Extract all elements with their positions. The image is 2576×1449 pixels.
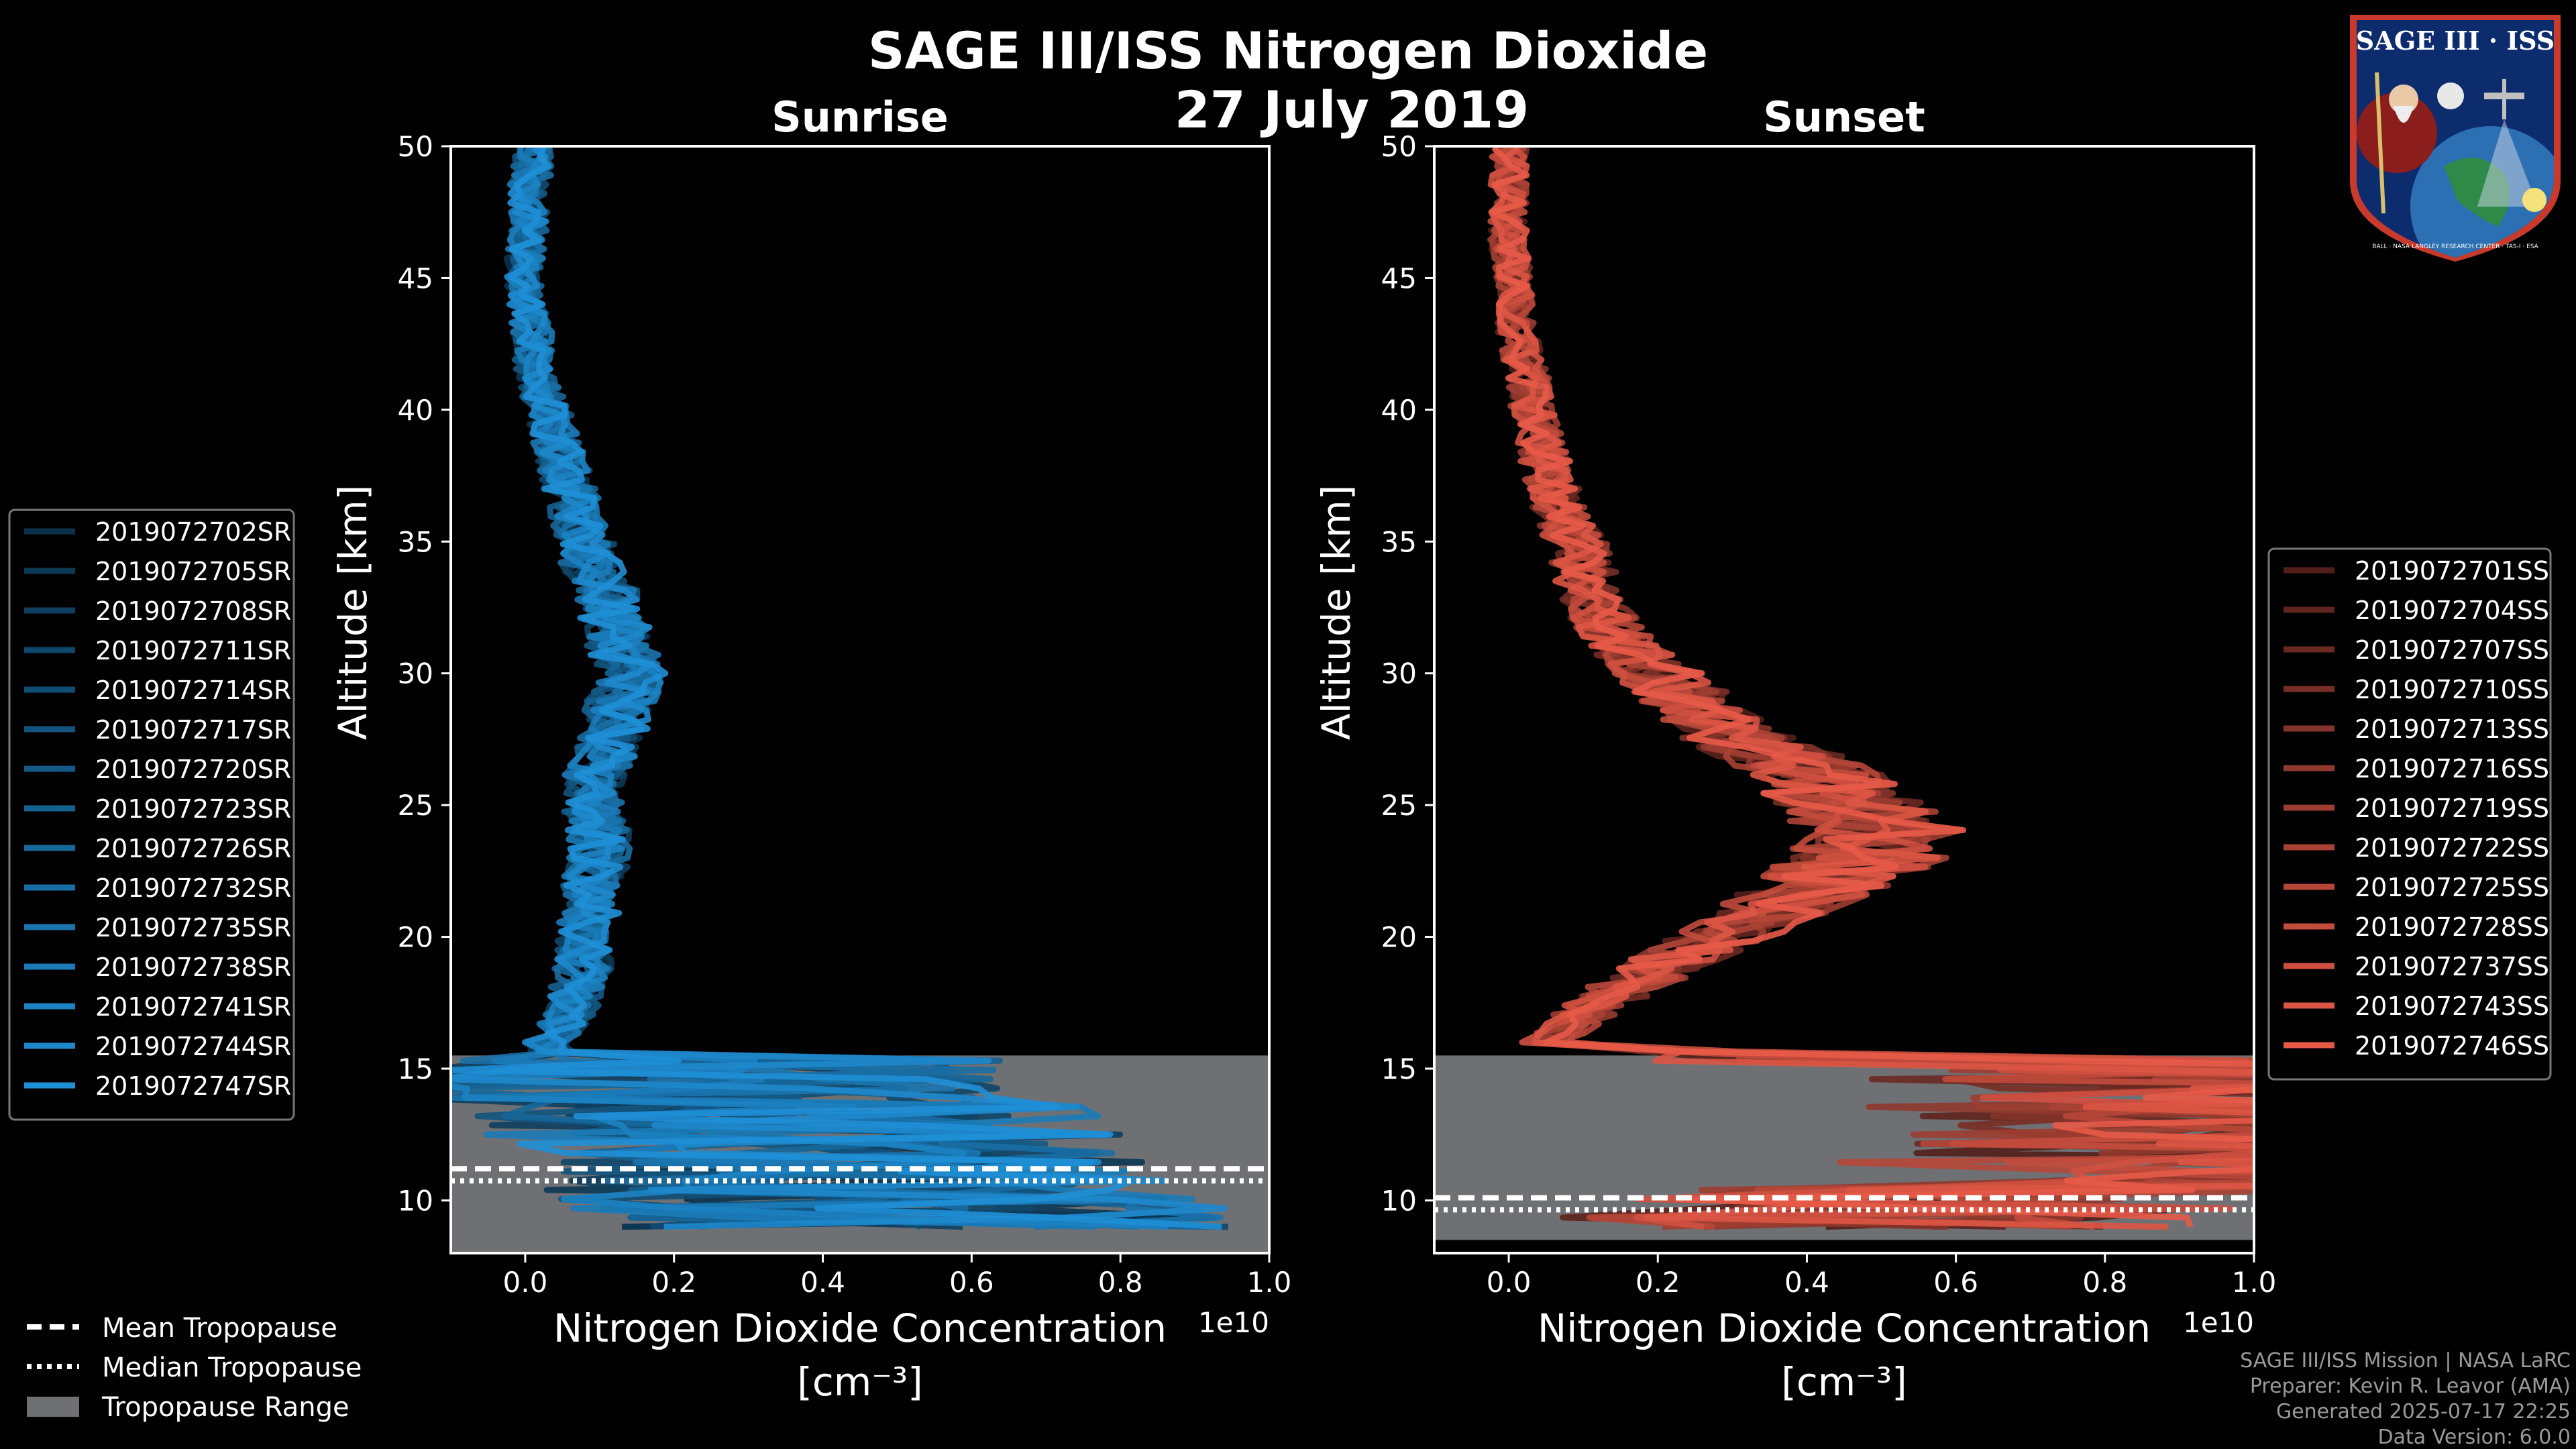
y-tick-label: 20 [1381,921,1417,954]
legend-entry-label: 2019072744SR [95,1032,291,1061]
tropopause-range-swatch [27,1397,79,1417]
y-tick-label: 30 [1381,657,1417,690]
sage-iii-iss-logo: SAGE III · ISS BALL · NASA LANGLEY RESEA… [2350,15,2561,262]
x-tick-label: 0.6 [949,1266,994,1299]
x-axis-label: Nitrogen Dioxide Concentration [1538,1305,2151,1351]
tropopause-range-label: Tropopause Range [101,1392,350,1423]
y-tick-label: 25 [398,789,433,822]
y-tick-label: 15 [1381,1053,1417,1085]
legend-entry-label: 2019072726SR [95,834,291,863]
legend-entry-label: 2019072707SS [2355,635,2549,665]
x-multiplier: 1e10 [2183,1306,2254,1339]
profile-lines [1487,146,2254,1230]
legend-entry-label: 2019072725SS [2355,873,2549,902]
x-axis-label: Nitrogen Dioxide Concentration [553,1305,1167,1351]
legend-entry-label: 2019072702SR [95,517,291,547]
y-tick-label: 40 [398,394,433,427]
x-tick-label: 0.0 [1487,1266,1532,1299]
x-tick-label: 0.8 [2082,1266,2127,1299]
y-tick-label: 25 [1381,789,1417,822]
x-axis-unit: [cm⁻³] [797,1359,923,1405]
footer-mission: SAGE III/ISS Mission | NASA LaRC [2240,1349,2571,1373]
y-tick-label: 40 [1381,394,1417,427]
logo-title: SAGE III · ISS [2356,25,2555,56]
profile-2019072747SR [451,146,1222,1230]
y-tick-label: 50 [1381,130,1417,163]
y-tick-label: 50 [398,130,433,163]
legend-entry-label: 2019072738SR [95,953,291,982]
figure-title: SAGE III/ISS Nitrogen Dioxide [868,21,1708,80]
sunrise-legend: 2019072702SR 2019072705SR 2019072708SR 2019… [8,508,295,1121]
x-tick-label: 0.2 [651,1266,696,1299]
legend-entry-label: 2019072728SS [2355,912,2549,942]
y-tick-label: 10 [1381,1184,1417,1217]
legend-entry-label: 2019072717SR [95,715,291,745]
panel-subtitle: Sunrise [771,93,949,142]
legend-entry-label: 2019072737SS [2355,952,2549,981]
legend-entry-label: 2019072741SR [95,992,291,1022]
y-tick-label: 45 [1381,262,1417,294]
axes-frame [1433,145,2255,1254]
legend-entry-label: 2019072710SS [2355,675,2549,704]
x-tick-label: 0.4 [1784,1266,1829,1299]
legend-entry-label: 2019072735SR [95,913,291,943]
median-tropopause-label: Median Tropopause [102,1352,362,1383]
legend-entry-label: 2019072716SS [2355,754,2549,784]
x-tick-label: 0.2 [1635,1266,1680,1299]
x-multiplier: 1e10 [1198,1306,1269,1339]
legend-entry-label: 2019072705SR [95,557,291,586]
panel-subtitle: Sunset [1763,93,1925,142]
legend-box [8,508,295,1121]
legend-entry-label: 2019072719SS [2355,794,2549,823]
x-axis-unit: [cm⁻³] [1781,1359,1907,1405]
x-tick-label: 0.8 [1098,1266,1143,1299]
footer-preparer: Preparer: Kevin R. Leavor (AMA) [2250,1375,2571,1398]
legend-entry-label: 2019072746SS [2355,1031,2549,1061]
logo-ring-text: BALL · NASA LANGLEY RESEARCH CENTER · TA… [2372,244,2539,250]
footer-generated: Generated 2025-07-17 22:25 [2276,1400,2571,1424]
legend-entry-label: 2019072704SS [2355,596,2549,625]
profile-2019072744SR [451,146,1228,1230]
x-tick-label: 0.6 [1933,1266,1978,1299]
figure-date: 27 July 2019 [1175,80,1529,140]
x-tick-label: 0.4 [800,1266,845,1299]
y-tick-label: 30 [398,657,433,690]
legend-entry-label: 2019072720SR [95,755,291,784]
profile-2019072746SS [1489,146,2254,1228]
y-tick-label: 15 [398,1053,433,1085]
legend-entry-label: 2019072743SS [2355,991,2549,1021]
sunset-legend: 2019072701SS 2019072704SS 2019072707SS 2019… [2267,547,2552,1081]
axes-frame [449,145,1271,1254]
y-tick-label: 20 [398,921,433,954]
y-tick-label: 35 [398,525,433,558]
y-tick-label: 35 [1381,525,1417,558]
sunset-panel: 10 15 20 25 30 35 40 45 50 0.0 0.2 0.4 0.6 0.8 1.0 1e10… [1313,93,2277,1405]
y-tick-label: 45 [398,262,433,294]
legend-entry-label: 2019072747SR [95,1071,291,1101]
legend-entry-label: 2019072711SR [95,636,291,665]
profile-2019072741SR [451,146,1169,1230]
legend-entry-label: 2019072701SS [2355,556,2549,586]
y-axis-label: Altitude [km] [1313,485,1359,740]
x-tick-label: 1.0 [2232,1266,2277,1299]
profile-lines [451,146,1229,1230]
footer-credits: SAGE III/ISS Mission | NASA LaRC Prepare… [2240,1349,2571,1449]
legend-entry-label: 2019072732SR [95,873,291,903]
sunrise-panel: 10 15 20 25 30 35 40 45 50 0.0 0.2 0.4 0.6 0.8 1.0 1e10… [330,93,1291,1405]
y-tick-label: 10 [398,1184,433,1217]
x-tick-label: 0.0 [503,1266,548,1299]
legend-box [2267,547,2552,1081]
mean-tropopause-label: Mean Tropopause [102,1313,337,1344]
legend-entry-label: 2019072722SS [2355,833,2549,863]
legend-entry-label: 2019072714SR [95,676,291,705]
legend-entry-label: 2019072713SS [2355,714,2549,744]
legend-entry-label: 2019072723SR [95,794,291,824]
x-tick-label: 1.0 [1247,1266,1292,1299]
legend-entry-label: 2019072708SR [95,596,291,626]
tropopause-legend: Mean Tropopause Median Tropopause Tropop… [27,1313,362,1423]
y-axis-label: Altitude [km] [330,485,376,740]
footer-version: Data Version: 6.0.0 [2378,1426,2571,1449]
